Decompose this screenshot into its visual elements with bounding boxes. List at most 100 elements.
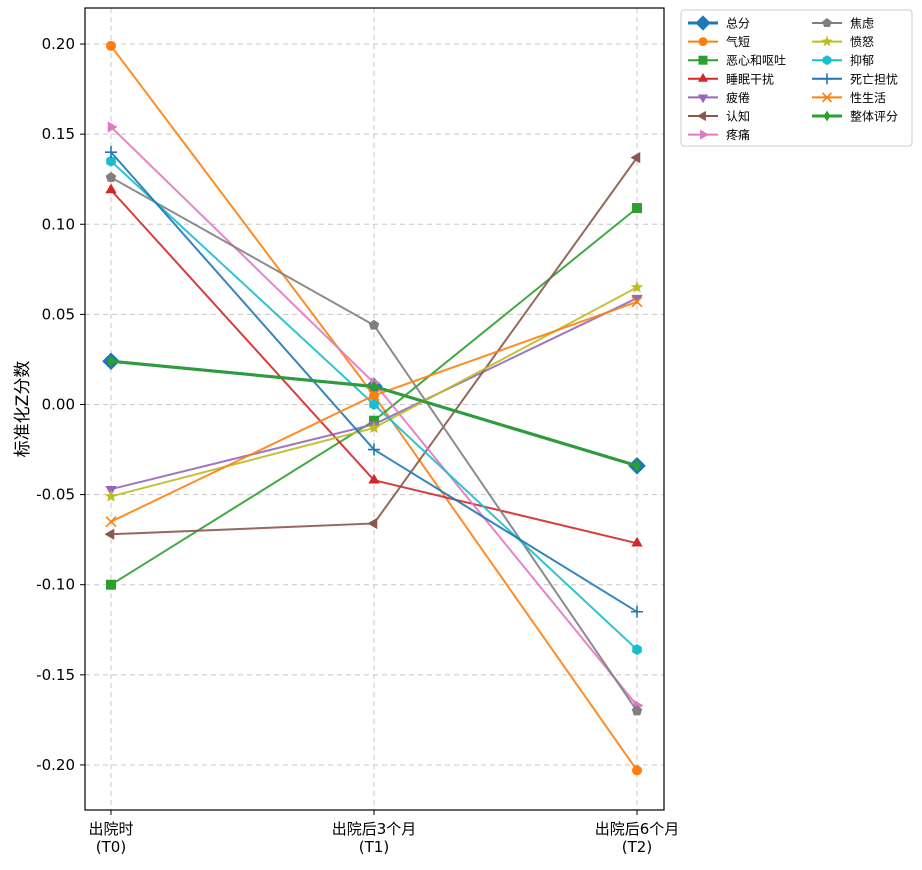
- legend-item: 抑郁: [812, 53, 874, 68]
- data-point: [105, 171, 117, 182]
- legend-marker: [700, 129, 709, 140]
- series-整体评分: [107, 355, 641, 472]
- series-死亡担忧: [105, 146, 643, 618]
- data-point: [369, 398, 379, 410]
- legend-marker: [697, 110, 706, 122]
- legend-marker: [821, 92, 833, 103]
- legend-label: 恶心和呕吐: [726, 54, 786, 68]
- data-point: [106, 155, 116, 167]
- legend-marker: [698, 55, 708, 65]
- legend-item: 睡眠干扰: [688, 72, 774, 86]
- series-睡眠干扰: [105, 183, 643, 547]
- data-point: [105, 183, 117, 194]
- data-point: [630, 151, 641, 164]
- data-point: [104, 489, 118, 502]
- legend-item: 焦虑: [812, 17, 874, 31]
- x-tick-label: 出院后6个月(T2): [595, 820, 680, 856]
- data-point: [370, 380, 378, 393]
- data-point: [631, 294, 643, 305]
- data-point: [631, 705, 643, 716]
- data-point: [104, 528, 115, 540]
- data-point: [107, 355, 115, 368]
- data-point: [367, 517, 378, 530]
- data-point: [369, 415, 379, 426]
- legend-label: 总分: [726, 17, 750, 31]
- legend-label: 抑郁: [850, 53, 874, 68]
- legend-item: 整体评分: [812, 109, 898, 124]
- legend-label: 认知: [726, 110, 750, 124]
- data-point: [105, 146, 117, 159]
- legend-marker: [822, 55, 832, 66]
- series-lines: [102, 40, 646, 776]
- legend-label: 焦虑: [850, 17, 874, 31]
- legend-item: 气短: [688, 34, 750, 49]
- y-tick-label: -0.20: [36, 756, 75, 774]
- x-tick-label: 出院后3个月(T1): [332, 820, 417, 856]
- data-point: [631, 605, 643, 618]
- legend-label: 气短: [726, 34, 750, 49]
- y-axis-label: 标准化Z分数: [13, 361, 33, 458]
- y-tick-label: 0.10: [42, 215, 75, 233]
- grid-lines: [85, 8, 664, 810]
- legend-label: 疲倦: [726, 90, 750, 105]
- legend-marker: [823, 110, 831, 122]
- y-tick-label: -0.05: [36, 486, 75, 504]
- series-性生活: [105, 296, 643, 528]
- y-tick-label: 0.05: [42, 305, 75, 323]
- legend-item: 总分: [688, 15, 750, 31]
- x-tick-label-line: 出院后3个月: [332, 820, 417, 838]
- y-tick-label: -0.10: [36, 576, 75, 594]
- y-tick-label: 0.15: [42, 125, 75, 143]
- x-tick-label-line: 出院后6个月: [595, 820, 680, 838]
- legend-label: 睡眠干扰: [726, 72, 774, 86]
- series-抑郁: [106, 155, 642, 656]
- axis-ticks: -0.20 -0.15 -0.10 -0.05 0.00 0.05 0.10 0.15 0.20…: [36, 35, 679, 856]
- data-point: [368, 319, 380, 330]
- legend-item: 疼痛: [688, 127, 750, 142]
- series-认知: [104, 151, 641, 540]
- data-point: [632, 644, 642, 656]
- data-point: [632, 765, 642, 776]
- legend-marker: [821, 35, 833, 47]
- legend-label: 疼痛: [726, 127, 750, 142]
- data-point: [105, 516, 117, 528]
- data-point: [368, 443, 380, 456]
- data-point: [630, 280, 644, 293]
- legend-label: 性生活: [850, 91, 886, 105]
- legend-marker: [697, 72, 709, 82]
- x-tick-label: 出院时(T0): [88, 820, 133, 856]
- series-愤怒: [104, 280, 644, 502]
- legend-label: 死亡担忧: [850, 72, 898, 86]
- x-tick-label-line: (T0): [96, 838, 126, 856]
- legend-marker: [695, 15, 711, 31]
- legend-box: [680, 9, 913, 147]
- x-tick-label-line: 出院时: [88, 820, 133, 838]
- y-tick-label: 0.20: [42, 35, 75, 53]
- legend-item: 死亡担忧: [812, 72, 898, 86]
- data-point: [631, 536, 643, 547]
- x-tick-label-line: (T1): [359, 838, 389, 856]
- data-point: [368, 473, 380, 484]
- y-tick-label: -0.15: [36, 666, 75, 684]
- data-point: [106, 579, 116, 590]
- data-point: [106, 40, 116, 51]
- legend-label: 愤怒: [850, 34, 874, 49]
- legend-item: 疲倦: [688, 90, 750, 105]
- legend-marker: [822, 18, 832, 27]
- legend-marker: [698, 37, 708, 47]
- legend-item: 性生活: [812, 91, 886, 105]
- legend-marker: [821, 73, 833, 85]
- data-point: [633, 459, 641, 472]
- legend-marker: [697, 94, 709, 104]
- data-point: [367, 421, 381, 434]
- x-tick-label-line: (T2): [622, 838, 652, 856]
- legend-item: 愤怒: [812, 34, 874, 49]
- data-point: [632, 203, 642, 214]
- data-point: [368, 389, 380, 402]
- data-point: [631, 296, 643, 308]
- legend-item: 恶心和呕吐: [688, 54, 786, 68]
- data-point: [107, 121, 118, 133]
- series-焦虑: [105, 171, 643, 716]
